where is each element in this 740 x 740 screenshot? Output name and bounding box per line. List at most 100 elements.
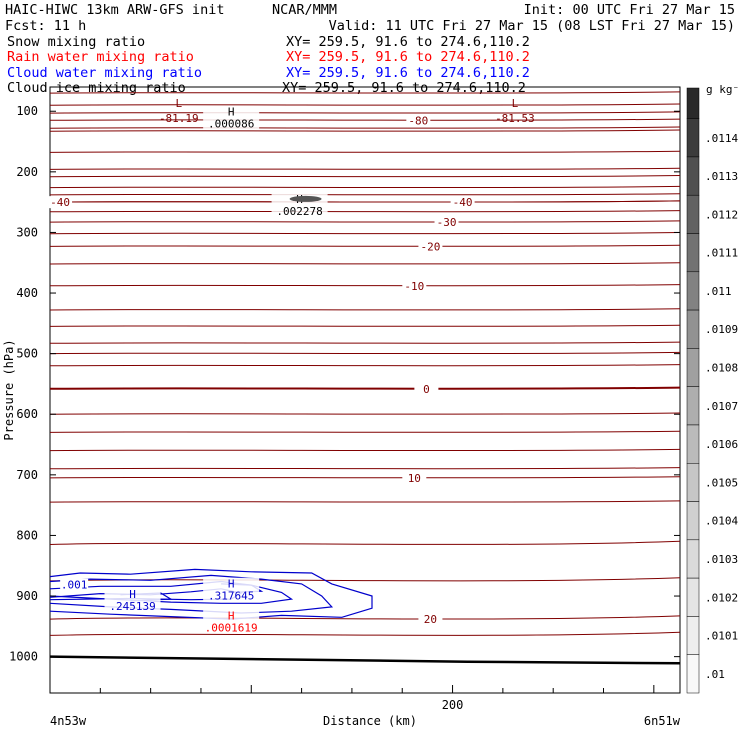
temperature-extremum-value: -81.53: [495, 112, 535, 125]
colorbar-swatch: [686, 424, 700, 464]
header-title-left: HAIC-HIWC 13km ARW-GFS init: [5, 2, 224, 18]
colorbar-swatch: [686, 118, 700, 158]
isotherm-label: -10: [404, 280, 424, 293]
colorbar-label: .0105: [705, 476, 738, 489]
isotherm-label-bg: [414, 382, 439, 395]
plot-frame: [49, 86, 681, 694]
colorbar-swatch: [686, 348, 700, 387]
surface-line: [49, 655, 681, 665]
isotherm-line: [49, 232, 681, 235]
header-init: Init: 00 UTC Fri 27 Mar 15: [524, 2, 735, 18]
colorbar-swatch: [686, 194, 700, 234]
maximum-value: .0001619: [205, 621, 258, 634]
x-axis-title: Distance (km): [323, 714, 417, 728]
y-tick-label: 800: [16, 528, 38, 542]
isotherm-line: [49, 185, 681, 189]
isotherm-line: [49, 111, 681, 114]
colorbar-swatch: [686, 386, 700, 426]
colorbar-swatch: [686, 616, 700, 655]
isotherm-line: [49, 175, 681, 178]
maximum-value: .000086: [208, 118, 254, 131]
colorbar-label: .0107: [705, 400, 738, 413]
cloud-water-label-bg: [60, 578, 89, 591]
y-tick-label: 300: [16, 225, 38, 239]
isotherm-line: [49, 500, 681, 503]
colorbar-swatch: [686, 463, 700, 502]
y-tick-label: 900: [16, 589, 38, 603]
isotherm-label-bg: [48, 196, 73, 209]
temperature-extremum-letter: L: [512, 97, 519, 110]
isotherm-label-bg: [406, 114, 431, 127]
field-cloud-ice-coords: XY= 259.5, 91.6 to 274.6,110.2: [282, 80, 526, 96]
maximum-label-bg: [203, 577, 260, 602]
isotherm-line: [49, 244, 681, 247]
y-tick-label: 600: [16, 407, 38, 421]
colorbar: g kg⁻¹ .0114 .0113 .0112 .0111 .011 .0109 .0108…: [686, 83, 740, 694]
isotherm-line: [49, 126, 681, 129]
y-tick-label: 200: [16, 165, 38, 179]
chart-header: HAIC-HIWC 13km ARW-GFS init NCAR/MMM Ini…: [5, 2, 735, 34]
isotherm-line: [49, 540, 681, 545]
isotherm-line: [49, 386, 681, 390]
colorbar-swatch: [686, 309, 700, 349]
isotherm-line: [49, 467, 681, 470]
maximum-value: .002278: [276, 205, 322, 218]
isotherm-line: [49, 364, 681, 367]
y-axis-title: Pressure (hPa): [2, 339, 16, 440]
isotherm-line: [49, 324, 681, 327]
maximum-label-bg: [203, 609, 260, 634]
temperature-contours: [49, 91, 681, 636]
colorbar-top-swatch: [686, 87, 700, 119]
isotherm-label-bg: [418, 613, 443, 626]
colorbar-label: .0103: [705, 553, 738, 566]
temperature-extremum-value: -81.19: [159, 112, 199, 125]
isotherm-line: [49, 210, 681, 213]
colorbar-swatch: [686, 577, 700, 617]
colorbar-label: .0112: [705, 208, 738, 221]
isotherm-line: [49, 341, 681, 344]
cloud-water-contour: [49, 568, 373, 620]
temperature-extremum-letter: L: [176, 97, 183, 110]
isotherm-line: [49, 118, 681, 121]
isotherm-line: [49, 91, 681, 94]
isotherm-line: [49, 284, 681, 287]
isotherm-label: 20: [424, 613, 437, 626]
isotherm-label-bg: [434, 216, 459, 229]
colorbar-swatch: [686, 501, 700, 541]
colorbar-label: .0106: [705, 438, 738, 451]
cloud-water-label: .001: [61, 579, 88, 592]
header-fcst: Fcst: 11 h: [5, 18, 86, 34]
y-tick-label: 1000: [9, 650, 38, 664]
isotherm-line: [49, 308, 681, 311]
colorbar-label: .0114: [705, 132, 738, 145]
cloud-water-contour: [49, 580, 294, 604]
isotherm-label: 10: [408, 472, 421, 485]
isotherm-label: 0: [423, 383, 430, 396]
y-tick-label: 400: [16, 286, 38, 300]
colorbar-label: .0109: [705, 323, 738, 336]
isotherm-label-bg: [450, 196, 475, 209]
isotherm-label: -40: [50, 196, 70, 209]
isotherm-line: [49, 220, 681, 223]
maximum-label-bg: [203, 105, 260, 130]
x-axis-left-label: 4n53w: [50, 714, 87, 728]
isotherm-line: [49, 167, 681, 170]
isotherm-label: -80: [408, 114, 428, 127]
x-axis-right-label: 6n51w: [644, 714, 681, 728]
colorbar-swatch: [686, 233, 700, 273]
colorbar-unit: g kg⁻¹: [706, 83, 740, 96]
isotherm-line: [49, 150, 681, 153]
maximum-letter: H: [228, 106, 235, 119]
maximum-letter: H: [228, 609, 235, 622]
extrema-labels: L-81.19L-81.53H.000086H.002278H.245139H.…: [104, 97, 535, 634]
y-tick-label: 500: [16, 347, 38, 361]
colorbar-label: .0111: [705, 247, 738, 260]
isotherm-label-bg: [402, 471, 427, 484]
colorbar-label: .0101: [705, 630, 738, 643]
isotherm-line: [49, 200, 681, 203]
colorbar-label: .01: [705, 668, 725, 681]
isotherm-line: [49, 448, 681, 452]
isotherm-line: [49, 615, 681, 620]
